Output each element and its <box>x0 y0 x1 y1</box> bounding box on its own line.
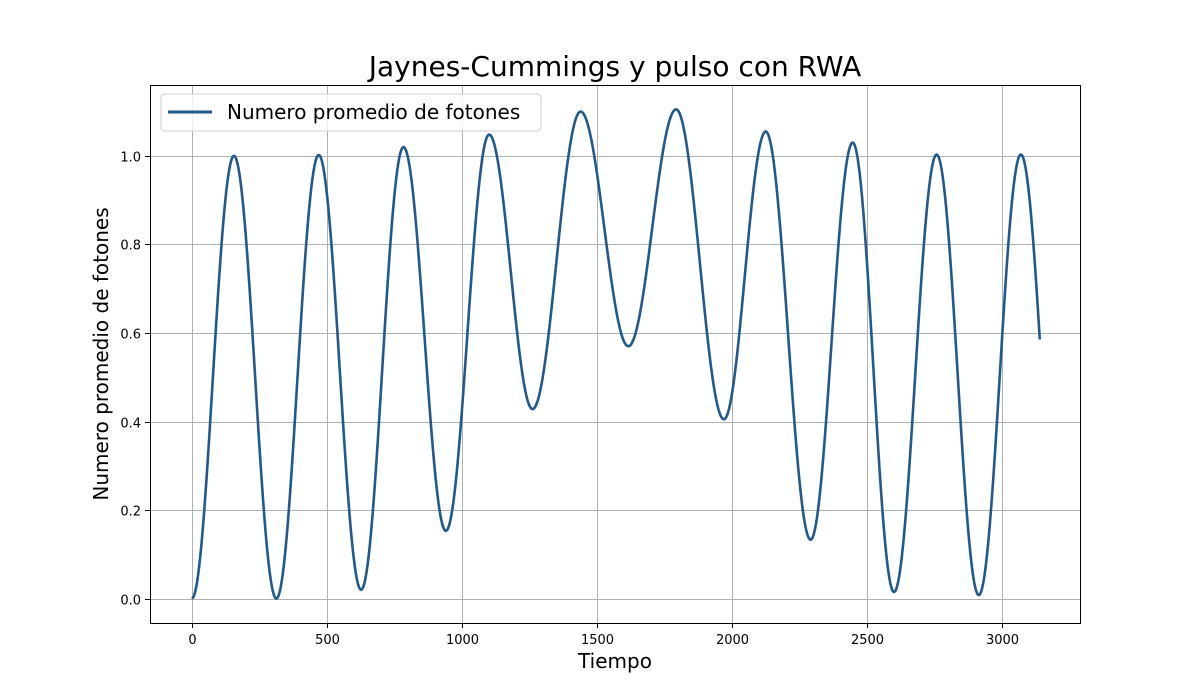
y-tick-label: 0.2 <box>120 505 141 520</box>
x-tick-label: 500 <box>315 633 340 648</box>
legend-label: Numero promedio de fotones <box>227 100 520 124</box>
y-tick-label: 1.0 <box>120 151 141 166</box>
y-tick-label: 0.0 <box>120 594 141 609</box>
x-tick-label: 3000 <box>986 633 1019 648</box>
y-tick-label: 0.8 <box>120 239 141 254</box>
y-axis-label: Numero promedio de fotones <box>89 207 113 500</box>
axes-frame <box>150 85 1081 624</box>
x-tick-label: 0 <box>188 633 196 648</box>
x-tick-label: 1500 <box>581 633 614 648</box>
x-axis-label: Tiempo <box>577 649 652 673</box>
y-tick-label: 0.4 <box>120 417 141 432</box>
series-line <box>191 108 1042 600</box>
legend: Numero promedio de fotones <box>160 93 542 132</box>
x-tick-label: 2000 <box>716 633 749 648</box>
x-tick-label: 2500 <box>851 633 884 648</box>
x-axis: 0 500 1000 1500 2000 2500 3000 <box>188 623 1019 648</box>
plot-area <box>191 108 1042 600</box>
chart-title: Jaynes-Cummings y pulso con RWA <box>367 50 861 83</box>
y-axis: 0.0 0.2 0.4 0.6 0.8 1.0 <box>120 151 150 609</box>
y-tick-label: 0.6 <box>120 328 141 343</box>
legend-box <box>160 93 542 132</box>
grid <box>150 85 1080 623</box>
x-tick-label: 1000 <box>446 633 479 648</box>
